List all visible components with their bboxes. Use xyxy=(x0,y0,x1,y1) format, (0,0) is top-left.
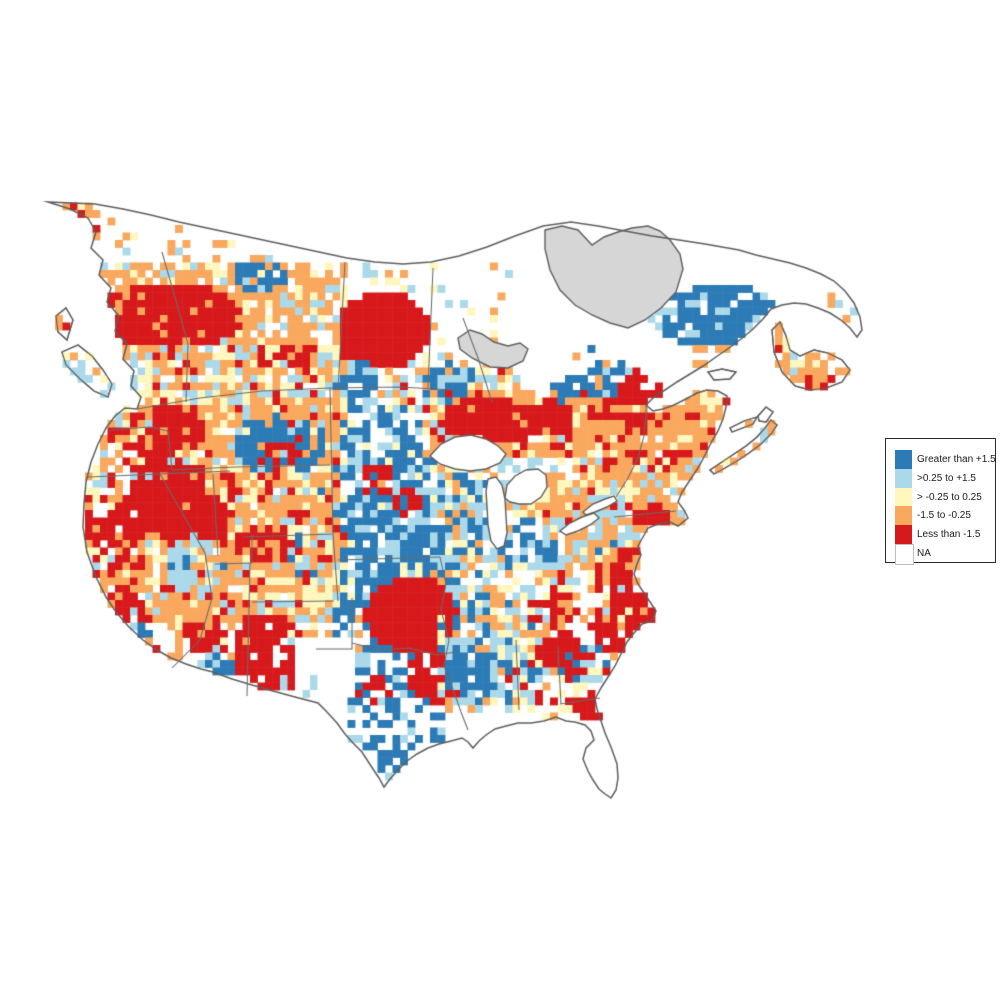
legend-entry: Less than -1.5 xyxy=(886,525,995,545)
legend-label: >0.25 to +1.5 xyxy=(917,472,976,484)
legend-swatch xyxy=(895,450,912,469)
legend-swatch xyxy=(895,525,912,545)
legend-swatch xyxy=(895,468,912,488)
legend-swatch xyxy=(895,487,912,507)
legend-box: Greater than +1.5 >0.25 to +1.5 > -0.25 to… xyxy=(885,438,996,565)
legend-entry: Greater than +1.5 xyxy=(886,450,996,469)
legend-label: -1.5 to -0.25 xyxy=(917,510,971,522)
legend-swatch xyxy=(895,506,912,526)
legend-entry: > -0.25 to 0.25 xyxy=(886,487,995,507)
legend-swatch xyxy=(895,544,914,565)
legend-entry: -1.5 to -0.25 xyxy=(886,506,995,526)
legend-label: Greater than +1.5 xyxy=(917,454,996,465)
legend-entry: >0.25 to +1.5 xyxy=(886,468,995,488)
legend-label: > -0.25 to 0.25 xyxy=(917,491,982,503)
legend-entry: NA xyxy=(886,544,995,565)
legend-label: NA xyxy=(917,548,931,559)
legend-label: Less than -1.5 xyxy=(917,529,981,541)
